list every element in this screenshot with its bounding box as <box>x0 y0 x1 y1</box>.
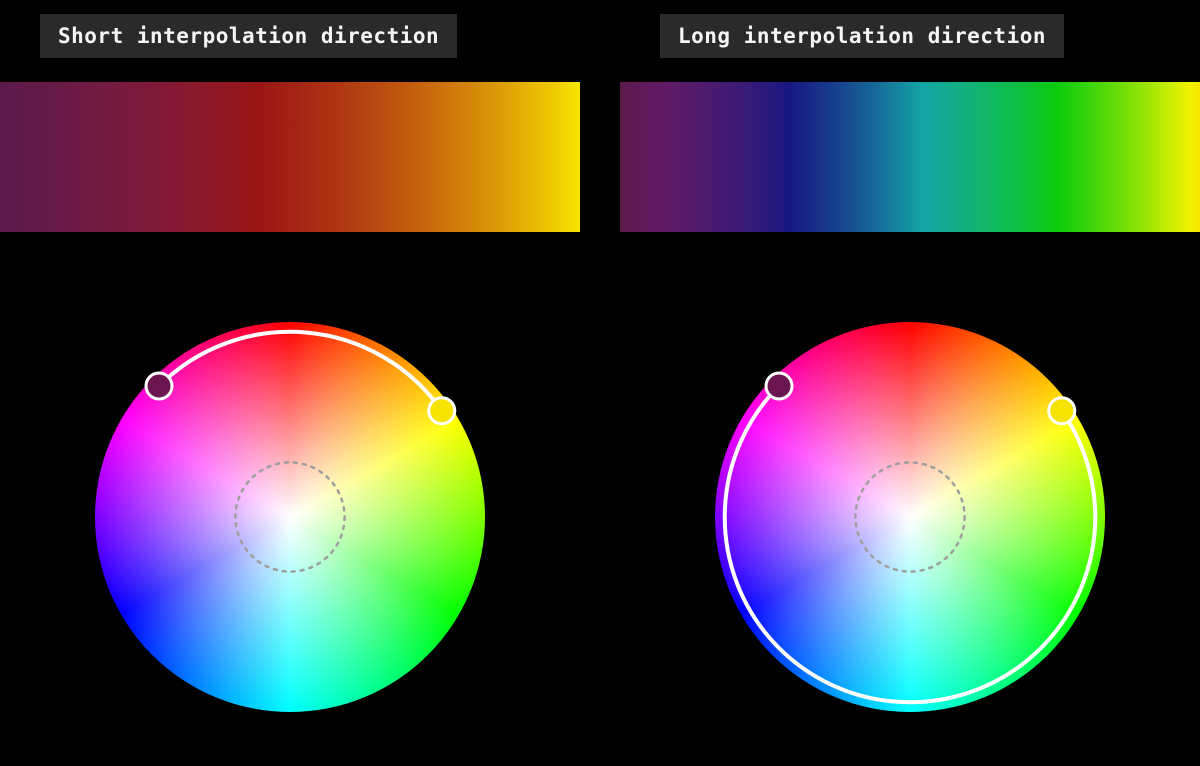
wheel-wrap-long <box>620 322 1200 712</box>
panel-short: Short interpolation direction <box>0 0 580 712</box>
gradient-swatch-long <box>620 82 1200 232</box>
wheel-overlay-short <box>95 322 485 712</box>
wheel-wrap-short <box>0 322 580 712</box>
wheel-overlay-long <box>715 322 1105 712</box>
gradient-swatch-short <box>0 82 580 232</box>
panel-long: Long interpolation direction <box>620 0 1200 712</box>
color-wheel-long <box>715 322 1105 712</box>
panel-label-long: Long interpolation direction <box>660 14 1064 58</box>
comparison-grid: Short interpolation direction Long inter… <box>0 0 1200 712</box>
panel-label-short: Short interpolation direction <box>40 14 457 58</box>
color-wheel-short <box>95 322 485 712</box>
